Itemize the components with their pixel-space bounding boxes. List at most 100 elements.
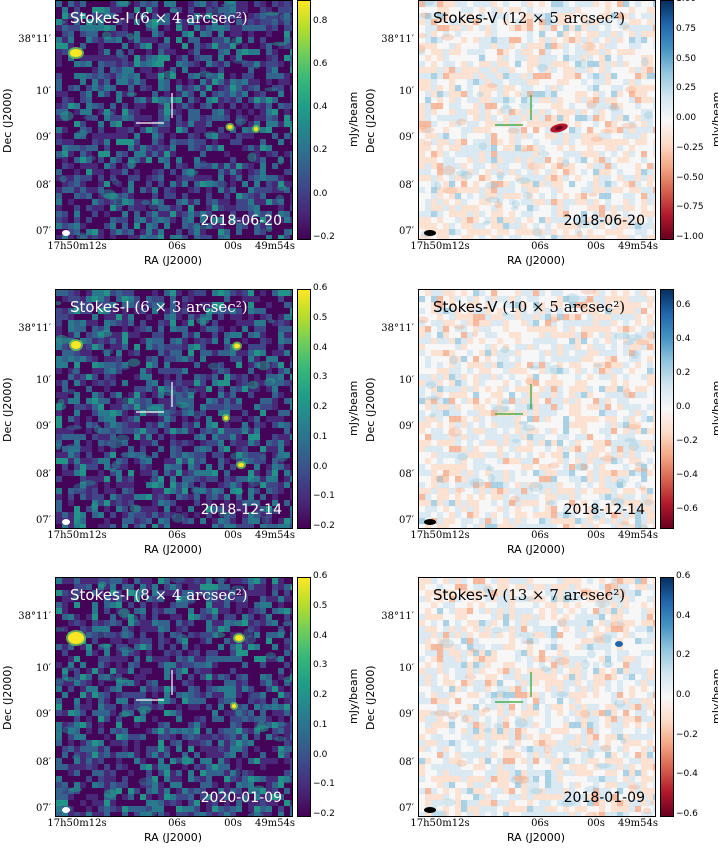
dec-axis-label: Dec (J2000) xyxy=(1,377,14,442)
dec-axis-label: Dec (J2000) xyxy=(364,665,377,730)
dec-tick-label: 09′ xyxy=(36,709,51,720)
panel-title-beam: (12 × 5 arcsec²) xyxy=(497,9,626,27)
colorbar-tick-label: 0.25 xyxy=(676,83,697,94)
colorbar-tick-label: −0.75 xyxy=(676,202,704,213)
ra-tick-label: 49m54s xyxy=(617,530,659,541)
panel-date: 2018-01-09 xyxy=(563,790,645,806)
colorbar-tick-label: 1.00 xyxy=(676,0,696,4)
colorbar-tick-label: −0.2 xyxy=(313,521,335,531)
colorbar-tick-label: −0.2 xyxy=(676,729,698,740)
colorbar-i2 xyxy=(297,289,311,529)
panel-date: 2018-06-20 xyxy=(563,213,645,229)
colorbar-tick-label: 0.2 xyxy=(313,145,328,156)
dec-tick-label: 08′ xyxy=(36,180,51,191)
colorbar-tick-label: −0.6 xyxy=(676,504,698,514)
colorbar-tick-label: 0.75 xyxy=(676,23,697,34)
dec-tick-label: 10′ xyxy=(36,86,51,97)
dec-tick-label: 09′ xyxy=(399,421,414,432)
colorbar-tick-label: 0.6 xyxy=(676,300,691,310)
dec-tick-label: 10′ xyxy=(399,86,414,97)
source-marker xyxy=(136,93,173,124)
colorbar-label: mJy/beam xyxy=(347,668,360,724)
dec-tick-label: 09′ xyxy=(36,421,51,432)
panel-title-beam: (6 × 4 arcsec²) xyxy=(129,9,248,27)
dec-tick-label: 38°11′ xyxy=(18,323,51,334)
dec-tick-label: 08′ xyxy=(399,469,414,480)
colorbar-tick-label: 0.4 xyxy=(313,630,328,641)
colorbar-tick-label: 0.2 xyxy=(313,402,328,412)
colorbar-tick-label: −0.25 xyxy=(676,142,704,153)
colorbar-tick-label: 0.6 xyxy=(313,58,328,69)
dec-tick-label: 10′ xyxy=(399,375,414,386)
dec-tick-label: 07′ xyxy=(399,803,414,814)
ra-tick-label: 17h50m12s xyxy=(47,818,107,829)
dec-tick-label: 38°11′ xyxy=(381,611,414,622)
ra-tick-label: 06s xyxy=(531,530,549,541)
image-svg xyxy=(419,1,655,239)
ra-tick-label: 00s xyxy=(587,530,605,541)
ra-tick-label: 00s xyxy=(224,241,242,252)
colorbar-i1 xyxy=(297,0,311,240)
ra-tick-label: 06s xyxy=(531,241,549,252)
ra-tick-label: 49m54s xyxy=(254,818,296,829)
ra-tick-label: 00s xyxy=(224,818,242,829)
ra-axis-label: RA (J2000) xyxy=(143,254,203,267)
ra-axis-label: RA (J2000) xyxy=(143,831,203,844)
sky-image-i1: Stokes-I (6 × 4 arcsec²) 2018-06-20 xyxy=(55,0,293,240)
colorbar-tick-label: 0.5 xyxy=(313,312,328,323)
colorbar-tick-label: 0.2 xyxy=(313,690,328,700)
source-marker xyxy=(136,670,173,701)
panel-title-beam: (10 × 5 arcsec²) xyxy=(497,298,626,316)
colorbar-v1 xyxy=(660,0,674,240)
ra-tick-label: 49m54s xyxy=(617,241,659,252)
ra-tick-label: 06s xyxy=(168,530,186,541)
panel-date: 2020-01-09 xyxy=(200,790,282,806)
colorbar-i3 xyxy=(297,577,311,817)
source-marker xyxy=(495,384,532,415)
sky-image-v2: Stokes-V (10 × 5 arcsec²) 2018-12-14 xyxy=(418,289,656,529)
panel-title: Stokes-I (6 × 4 arcsec²) xyxy=(70,9,248,27)
colorbar-tick-label: 0.0 xyxy=(313,188,328,199)
sky-image-v1: Stokes-V (12 × 5 arcsec²) 2018-06-20 xyxy=(418,0,656,240)
sky-image-i3: Stokes-I (8 × 4 arcsec²) 2020-01-09 xyxy=(55,577,293,817)
dec-tick-label: 08′ xyxy=(36,469,51,480)
colorbar-v2 xyxy=(660,289,674,529)
ra-tick-label: 49m54s xyxy=(254,241,296,252)
colorbar-tick-label: 0.4 xyxy=(676,334,691,344)
image-svg xyxy=(419,290,655,528)
dec-tick-label: 08′ xyxy=(36,757,51,768)
colorbar-tick-label: 0.1 xyxy=(313,719,328,730)
noise-texture xyxy=(419,578,655,816)
colorbar-tick-label: −1.00 xyxy=(676,232,704,242)
dec-tick-label: 09′ xyxy=(399,709,414,720)
ra-tick-label: 06s xyxy=(531,818,549,829)
panel-title-prefix: Stokes-V xyxy=(433,9,498,27)
ra-tick-label: 06s xyxy=(168,241,186,252)
ra-tick-label: 17h50m12s xyxy=(410,818,470,829)
colorbar-tick-label: 0.00 xyxy=(676,113,697,123)
dec-tick-label: 10′ xyxy=(36,375,51,386)
dec-tick-label: 07′ xyxy=(36,515,51,526)
dec-tick-label: 07′ xyxy=(36,803,51,814)
colorbar-tick-label: −0.4 xyxy=(676,769,698,780)
panel-title-beam: (6 × 3 arcsec²) xyxy=(129,298,248,316)
colorbar-label: mJy/beam xyxy=(710,380,718,436)
colorbar-tick-label: −0.6 xyxy=(676,809,698,819)
dec-tick-label: 09′ xyxy=(36,132,51,143)
colorbar-tick-label: −0.1 xyxy=(313,491,335,502)
image-svg xyxy=(56,578,292,816)
dec-tick-label: 07′ xyxy=(399,226,414,237)
colorbar-tick-label: −0.2 xyxy=(676,436,698,446)
ra-axis-label: RA (J2000) xyxy=(506,831,566,844)
image-svg xyxy=(56,290,292,528)
dec-tick-label: 08′ xyxy=(399,757,414,768)
panel-title: Stokes-I (8 × 4 arcsec²) xyxy=(70,586,248,604)
dec-tick-label: 38°11′ xyxy=(381,323,414,334)
noise-texture xyxy=(56,290,292,528)
ra-axis-label: RA (J2000) xyxy=(143,543,203,556)
ra-axis-label: RA (J2000) xyxy=(506,543,566,556)
ra-tick-label: 17h50m12s xyxy=(47,241,107,252)
ra-tick-label: 49m54s xyxy=(254,530,296,541)
colorbar-tick-label: 0.4 xyxy=(313,102,328,113)
colorbar-tick-label: 0.0 xyxy=(313,461,328,472)
